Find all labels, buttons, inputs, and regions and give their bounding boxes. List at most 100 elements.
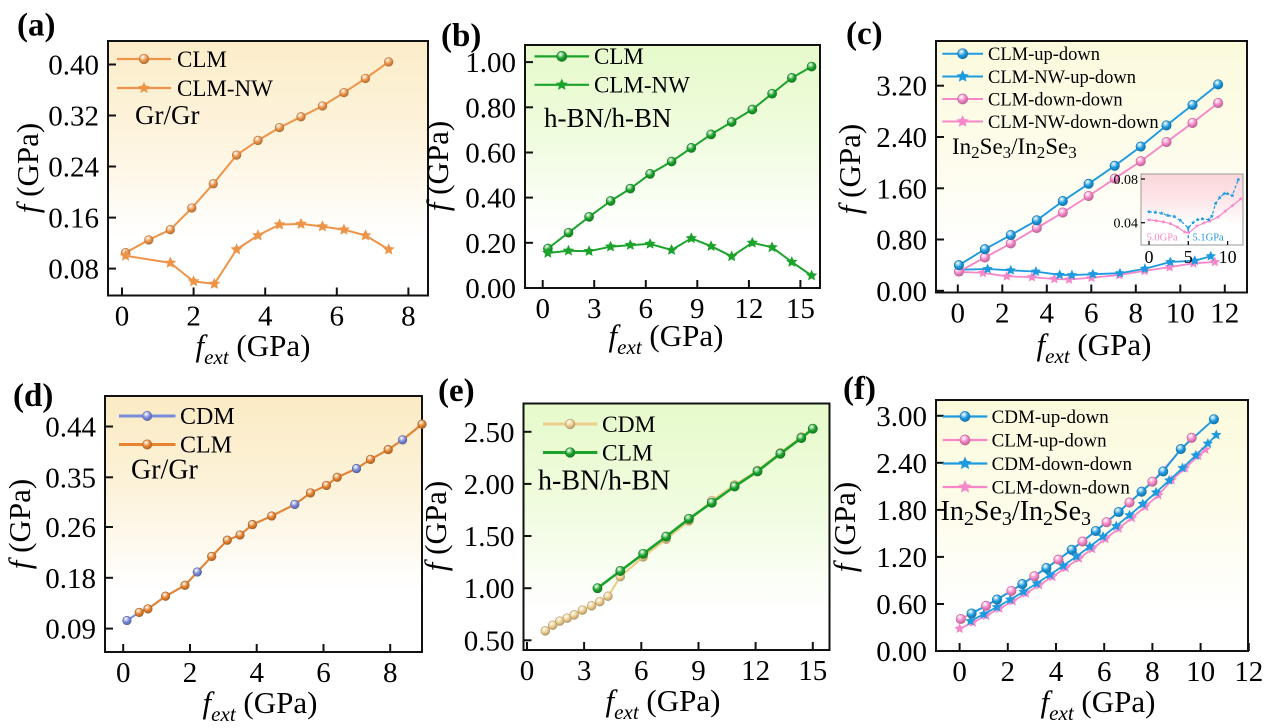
svg-text:0.50: 0.50 — [464, 625, 515, 657]
svg-text:0.80: 0.80 — [465, 92, 516, 124]
svg-text:9: 9 — [691, 655, 706, 687]
svg-text:0.32: 0.32 — [48, 101, 99, 133]
svg-text:0.40: 0.40 — [465, 183, 516, 215]
svg-text:(d): (d) — [13, 378, 53, 414]
svg-text:0.24: 0.24 — [48, 152, 99, 184]
svg-text:fext (GPa): fext (GPa) — [203, 685, 318, 726]
svg-text:CLM-up-down: CLM-up-down — [992, 431, 1108, 452]
svg-text:Gr/Gr: Gr/Gr — [131, 455, 199, 486]
svg-text:2: 2 — [995, 298, 1010, 330]
svg-text:15: 15 — [786, 293, 815, 325]
svg-text:2: 2 — [1001, 656, 1016, 688]
svg-text:0.00: 0.00 — [876, 636, 927, 668]
svg-text:h-BN/h-BN: h-BN/h-BN — [538, 466, 670, 497]
svg-text:CLM-NW: CLM-NW — [594, 73, 690, 98]
svg-text:(f): (f) — [843, 371, 876, 407]
svg-text:0.44: 0.44 — [45, 412, 96, 444]
svg-text:CDM-down-down: CDM-down-down — [992, 454, 1133, 475]
svg-text:6: 6 — [1097, 656, 1112, 688]
svg-text:5.1GPa: 5.1GPa — [1193, 233, 1225, 244]
svg-text:2.50: 2.50 — [464, 417, 515, 449]
svg-text:CLM: CLM — [180, 433, 232, 459]
svg-text:0.18: 0.18 — [45, 563, 96, 595]
svg-text:0.08: 0.08 — [48, 254, 99, 286]
svg-text:0.20: 0.20 — [465, 228, 516, 260]
svg-text:(a): (a) — [17, 8, 55, 44]
svg-text:12: 12 — [1210, 298, 1239, 330]
svg-text:fext (GPa): fext (GPa) — [1037, 327, 1152, 368]
svg-text:f (GPa): f (GPa) — [832, 124, 867, 214]
svg-text:CLM: CLM — [177, 47, 227, 72]
svg-text:2.40: 2.40 — [876, 448, 927, 480]
svg-text:12: 12 — [734, 293, 763, 325]
svg-text:2.00: 2.00 — [464, 469, 515, 501]
svg-text:10: 10 — [1219, 247, 1237, 267]
svg-text:0.04: 0.04 — [1114, 217, 1139, 232]
svg-text:fext (GPa): fext (GPa) — [196, 328, 311, 369]
svg-text:0.09: 0.09 — [45, 614, 96, 646]
svg-text:6: 6 — [639, 293, 654, 325]
svg-text:3: 3 — [587, 293, 602, 325]
svg-text:1.80: 1.80 — [876, 495, 927, 527]
svg-text:5.0GPa: 5.0GPa — [1147, 233, 1179, 244]
svg-text:0.00: 0.00 — [465, 273, 516, 305]
svg-text:f (GPa): f (GPa) — [827, 482, 862, 572]
svg-text:0: 0 — [1145, 247, 1154, 267]
svg-text:CDM-up-down: CDM-up-down — [992, 407, 1110, 428]
svg-text:h-BN/h-BN: h-BN/h-BN — [544, 103, 672, 133]
svg-text:fext (GPa): fext (GPa) — [1041, 684, 1156, 725]
svg-text:4: 4 — [1049, 656, 1064, 688]
svg-text:6: 6 — [634, 655, 649, 687]
svg-text:0.60: 0.60 — [465, 138, 516, 170]
svg-text:1.50: 1.50 — [464, 521, 515, 553]
svg-text:6: 6 — [330, 301, 345, 333]
svg-text:8: 8 — [383, 657, 398, 689]
svg-text:3.20: 3.20 — [876, 71, 927, 103]
svg-text:10: 10 — [1166, 298, 1195, 330]
svg-text:CDM: CDM — [602, 412, 656, 438]
svg-text:4: 4 — [1040, 298, 1055, 330]
svg-text:0: 0 — [951, 298, 966, 330]
svg-text:0: 0 — [520, 655, 535, 687]
svg-text:f (GPa): f (GPa) — [418, 481, 453, 571]
svg-text:0.40: 0.40 — [48, 50, 99, 82]
svg-text:12: 12 — [1234, 656, 1263, 688]
svg-text:8: 8 — [1145, 656, 1160, 688]
svg-text:12: 12 — [741, 655, 770, 687]
svg-text:0: 0 — [116, 657, 131, 689]
svg-text:3.00: 3.00 — [876, 401, 927, 433]
svg-text:f (GPa): f (GPa) — [10, 123, 45, 213]
svg-text:2: 2 — [186, 301, 201, 333]
svg-text:(b): (b) — [441, 18, 481, 54]
svg-text:0: 0 — [535, 293, 550, 325]
svg-text:(c): (c) — [846, 16, 883, 52]
svg-text:6: 6 — [1084, 298, 1099, 330]
svg-text:4: 4 — [249, 657, 264, 689]
svg-text:6: 6 — [316, 657, 331, 689]
svg-text:5: 5 — [1184, 247, 1193, 267]
svg-text:0.35: 0.35 — [45, 462, 96, 494]
svg-text:In2Se3/In2Se3: In2Se3/In2Se3 — [941, 496, 1091, 530]
svg-text:1.00: 1.00 — [465, 47, 516, 79]
svg-text:In2Se3/In2Se3: In2Se3/In2Se3 — [952, 134, 1077, 162]
svg-text:CLM-down-down: CLM-down-down — [988, 90, 1123, 110]
svg-text:0: 0 — [952, 656, 967, 688]
svg-text:8: 8 — [1129, 298, 1144, 330]
svg-text:1.20: 1.20 — [876, 542, 927, 574]
svg-text:8: 8 — [401, 301, 416, 333]
svg-text:0.26: 0.26 — [45, 512, 96, 544]
svg-text:CLM: CLM — [594, 44, 644, 69]
svg-text:1.60: 1.60 — [876, 173, 927, 205]
svg-text:3: 3 — [577, 655, 592, 687]
svg-text:f (GPa): f (GPa) — [420, 121, 455, 211]
svg-text:0.00: 0.00 — [876, 276, 927, 308]
svg-text:f (GPa): f (GPa) — [2, 479, 37, 569]
svg-text:CLM-down-down: CLM-down-down — [992, 478, 1131, 499]
svg-text:10: 10 — [1186, 656, 1215, 688]
svg-text:4: 4 — [258, 301, 273, 333]
svg-text:CLM-NW-down-down: CLM-NW-down-down — [988, 113, 1159, 133]
svg-text:15: 15 — [798, 655, 827, 687]
svg-text:2: 2 — [183, 657, 198, 689]
svg-text:CDM: CDM — [180, 404, 235, 430]
svg-text:0: 0 — [115, 301, 130, 333]
